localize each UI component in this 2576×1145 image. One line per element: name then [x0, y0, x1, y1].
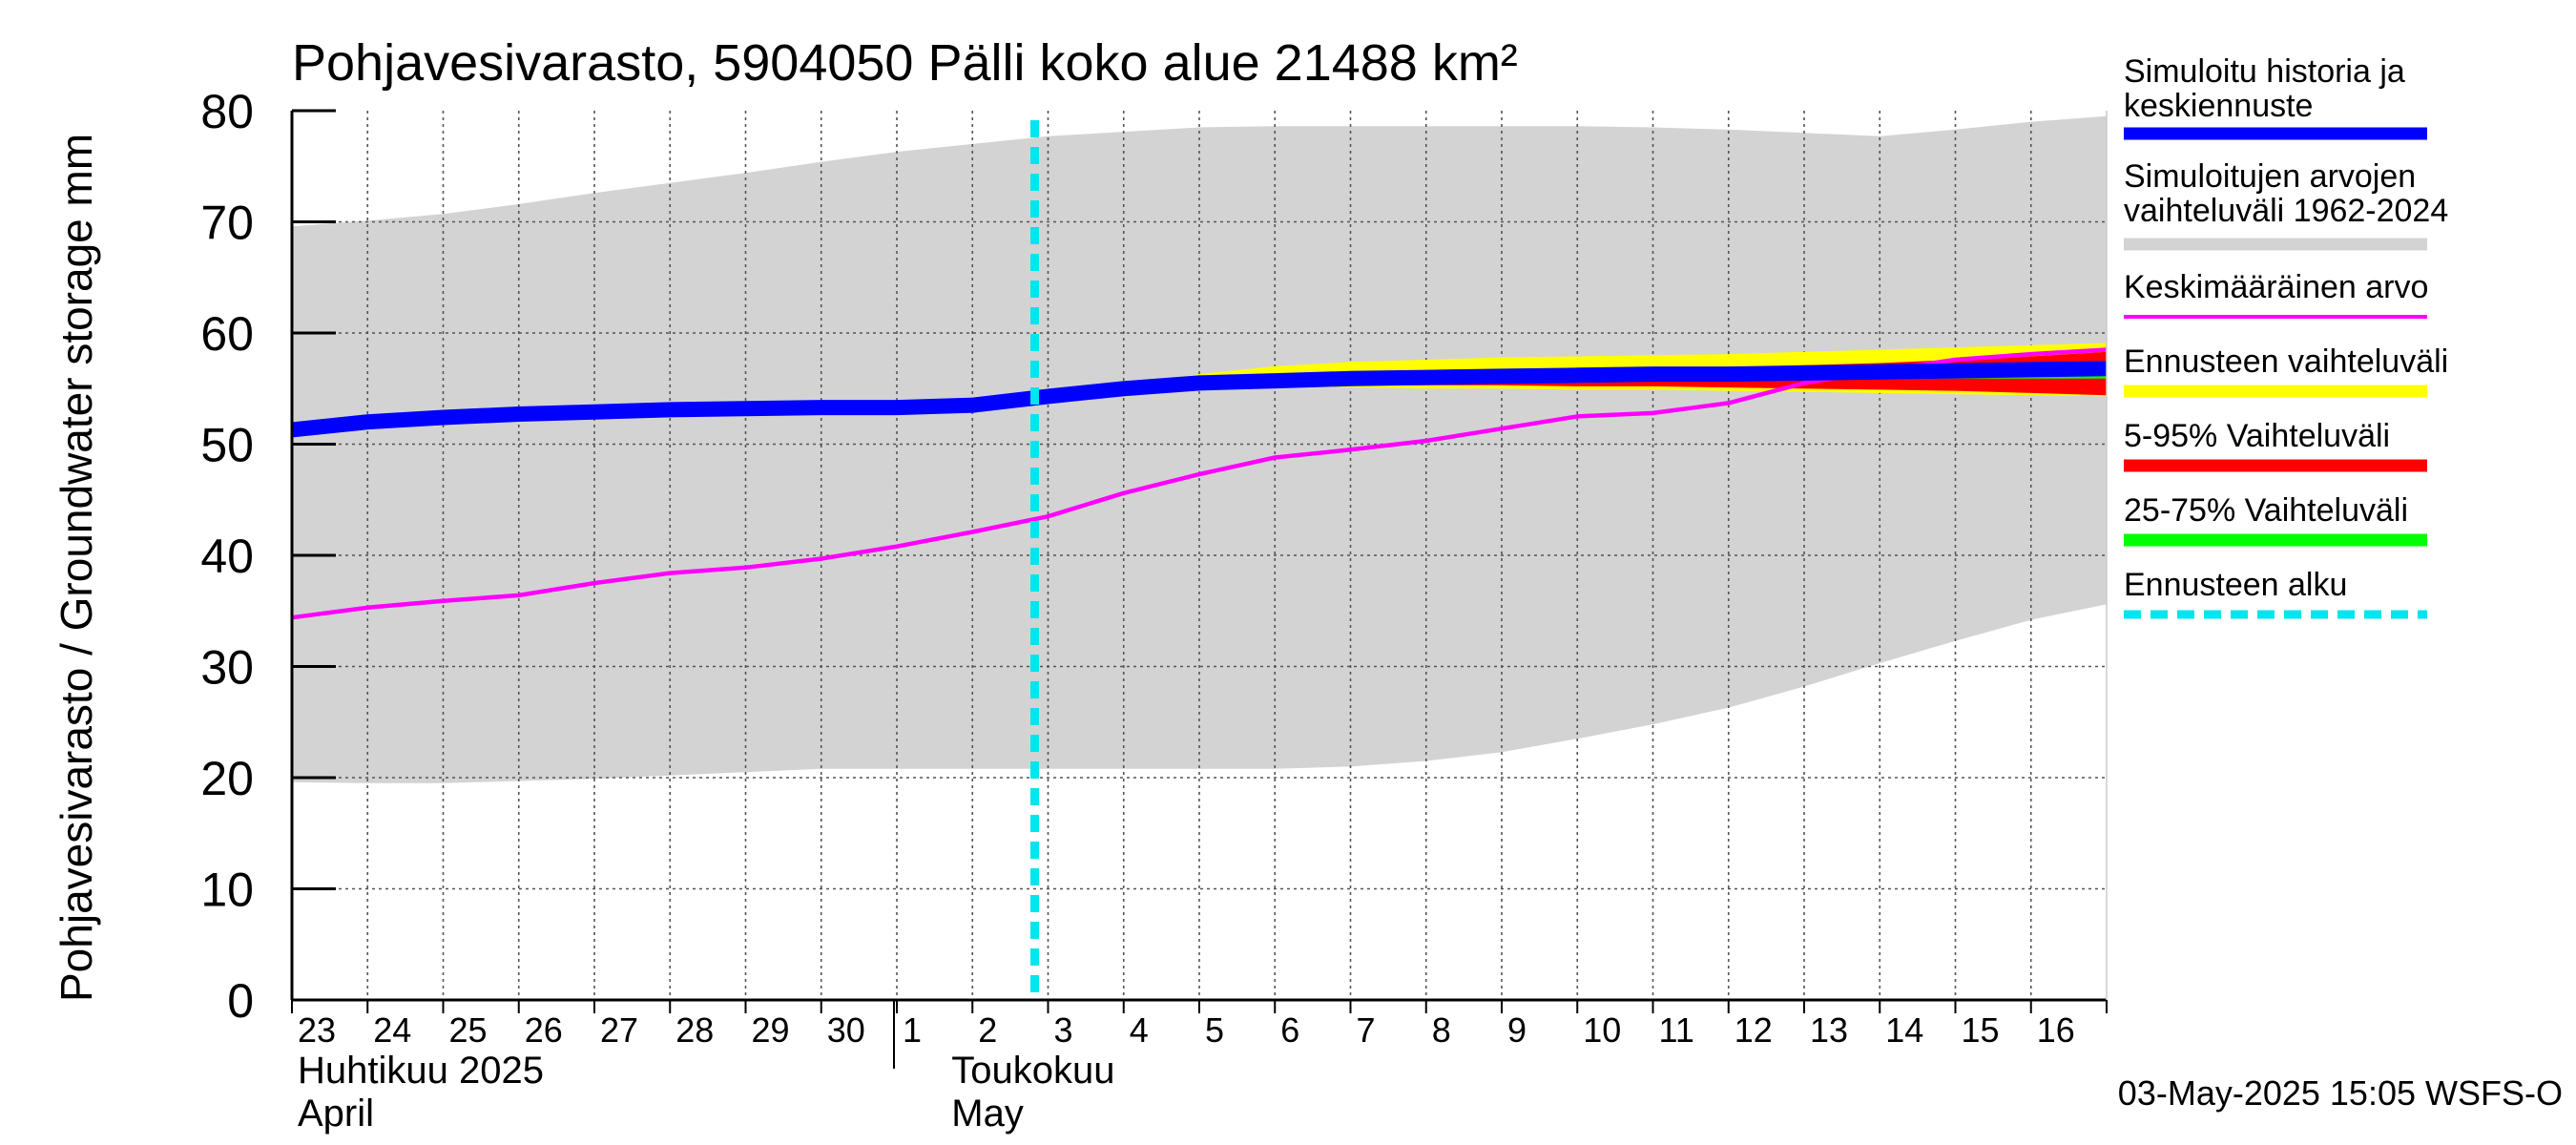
y-tick-label: 20 [200, 752, 254, 805]
x-axis: 23 24 25 26 27 28 29 30 1 2 3 4 5 6 7 8 9 10 11 12 13 14 15 16H… [291, 1000, 2108, 1135]
y-tick-label: 10 [200, 864, 254, 917]
legend: Simuloitu historia jakeskiennusteSimuloi… [2124, 53, 2448, 619]
y-axis: 0 10 20 30 40 50 60 70 80 [200, 85, 336, 1028]
legend-label: Simuloitujen arvojen [2124, 158, 2416, 195]
grid [292, 111, 2107, 1000]
x-tick-label: 16 [2037, 1010, 2075, 1050]
legend-item: Ennusteen alku [2124, 567, 2427, 619]
x-tick-label: 1 [903, 1010, 922, 1050]
legend-label: vaihteluväli 1962-2024 [2124, 193, 2448, 229]
x-tick-label: 23 [298, 1010, 336, 1050]
y-tick-label: 50 [200, 419, 254, 472]
legend-label: Ennusteen alku [2124, 567, 2347, 603]
x-tick-label: 13 [1810, 1010, 1848, 1050]
legend-item: Ennusteen vaihteluväli [2124, 344, 2448, 398]
legend-item: Keskimääräinen arvo [2124, 269, 2428, 319]
x-tick-label: 15 [1962, 1010, 2000, 1050]
x-tick-label: 29 [752, 1010, 790, 1050]
x-tick-label: 5 [1205, 1010, 1224, 1050]
month-label-fi: Huhtikuu 2025 [298, 1050, 544, 1092]
legend-label: keskiennuste [2124, 88, 2313, 124]
x-tick-label: 14 [1885, 1010, 1923, 1050]
y-tick-label: 60 [200, 307, 254, 361]
series-mean-line [291, 347, 2108, 620]
footer-timestamp: 03-May-2025 15:05 WSFS-O [2118, 1073, 2563, 1113]
y-tick-label: 70 [200, 197, 254, 250]
month-label-en: May [951, 1093, 1024, 1135]
x-tick-label: 25 [449, 1010, 488, 1050]
x-tick-label: 9 [1507, 1010, 1527, 1050]
legend-label: 5-95% Vaihteluväli [2124, 418, 2390, 454]
y-tick-label: 30 [200, 641, 254, 695]
legend-label: Keskimääräinen arvo [2124, 269, 2428, 305]
legend-label: 25-75% Vaihteluväli [2124, 492, 2408, 529]
x-tick-label: 30 [827, 1010, 865, 1050]
x-tick-label: 3 [1054, 1010, 1073, 1050]
band-historical-range [292, 115, 2107, 783]
x-tick-label: 2 [978, 1010, 997, 1050]
x-tick-label: 26 [525, 1010, 563, 1050]
plot-area [290, 111, 2108, 1002]
chart-title: Pohjavesivarasto, 5904050 Pälli koko alu… [292, 34, 1518, 92]
legend-item: 5-95% Vaihteluväli [2124, 418, 2427, 472]
y-tick-label: 40 [200, 530, 254, 583]
legend-label: Ennusteen vaihteluväli [2124, 344, 2448, 380]
y-axis-label: Pohjavesivarasto / Groundwater storage m… [52, 134, 101, 1002]
x-tick-label: 8 [1432, 1010, 1451, 1050]
y-tick-label: 80 [200, 85, 254, 138]
x-tick-label: 7 [1357, 1010, 1376, 1050]
legend-item: 25-75% Vaihteluväli [2124, 492, 2427, 547]
x-tick-label: 6 [1280, 1010, 1299, 1050]
legend-label: Simuloitu historia ja [2124, 53, 2405, 90]
x-tick-label: 28 [675, 1010, 714, 1050]
x-tick-label: 24 [373, 1010, 411, 1050]
x-tick-label: 11 [1659, 1010, 1694, 1050]
x-tick-label: 4 [1130, 1010, 1149, 1050]
x-tick-label: 27 [600, 1010, 638, 1050]
x-tick-label: 12 [1735, 1010, 1773, 1050]
x-tick-label: 10 [1583, 1010, 1621, 1050]
y-tick-label: 0 [227, 974, 254, 1028]
series-simulated-line [291, 361, 2108, 438]
month-label-fi: Toukokuu [951, 1050, 1114, 1092]
month-label-en: April [298, 1093, 374, 1135]
